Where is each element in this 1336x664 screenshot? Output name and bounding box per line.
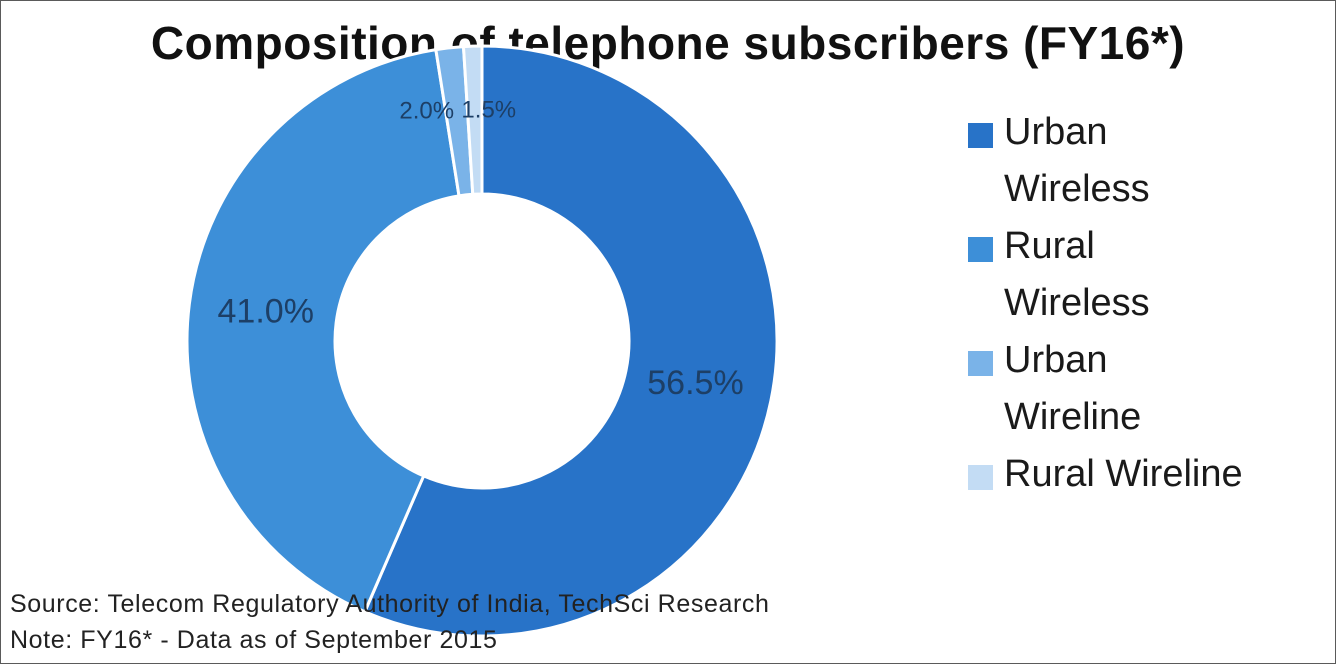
legend-label-urban-wireless: Urban Wireless xyxy=(1004,111,1150,210)
legend-item-urban-wireline: Urban Wireline xyxy=(962,332,1322,446)
slice-urban-wireless xyxy=(362,44,779,638)
legend-swatch-rural-wireless xyxy=(968,237,993,262)
data-label-rural-wireless: 41.0% xyxy=(218,293,314,331)
legend-item-urban-wireless: Urban Wireless xyxy=(962,104,1322,218)
legend-item-rural-wireline: Rural Wireline xyxy=(962,446,1322,503)
legend-label-urban-wireline: Urban Wireline xyxy=(1004,339,1142,438)
legend: Urban Wireless Rural Wireless Urban Wire… xyxy=(962,104,1322,503)
slice-rural-wireless xyxy=(185,47,461,614)
legend-swatch-urban-wireless xyxy=(968,123,993,148)
source-note: Source: Telecom Regulatory Authority of … xyxy=(10,590,770,618)
legend-label-rural-wireless: Rural Wireless xyxy=(1004,225,1150,324)
legend-label-rural-wireline: Rural Wireline xyxy=(1004,453,1243,495)
legend-swatch-rural-wireline xyxy=(968,465,993,490)
data-note: Note: FY16* - Data as of September 2015 xyxy=(10,626,498,654)
data-label-urban-wireless: 56.5% xyxy=(647,364,743,402)
chart-title: Composition of telephone subscribers (FY… xyxy=(150,17,1186,69)
legend-swatch-urban-wireline xyxy=(968,351,993,376)
legend-item-rural-wireless: Rural Wireless xyxy=(962,218,1322,332)
data-label-urban-wireline: 2.0% xyxy=(399,98,454,125)
data-label-rural-wireline: 1.5% xyxy=(461,96,516,123)
slice-rural-wireline xyxy=(461,44,484,196)
